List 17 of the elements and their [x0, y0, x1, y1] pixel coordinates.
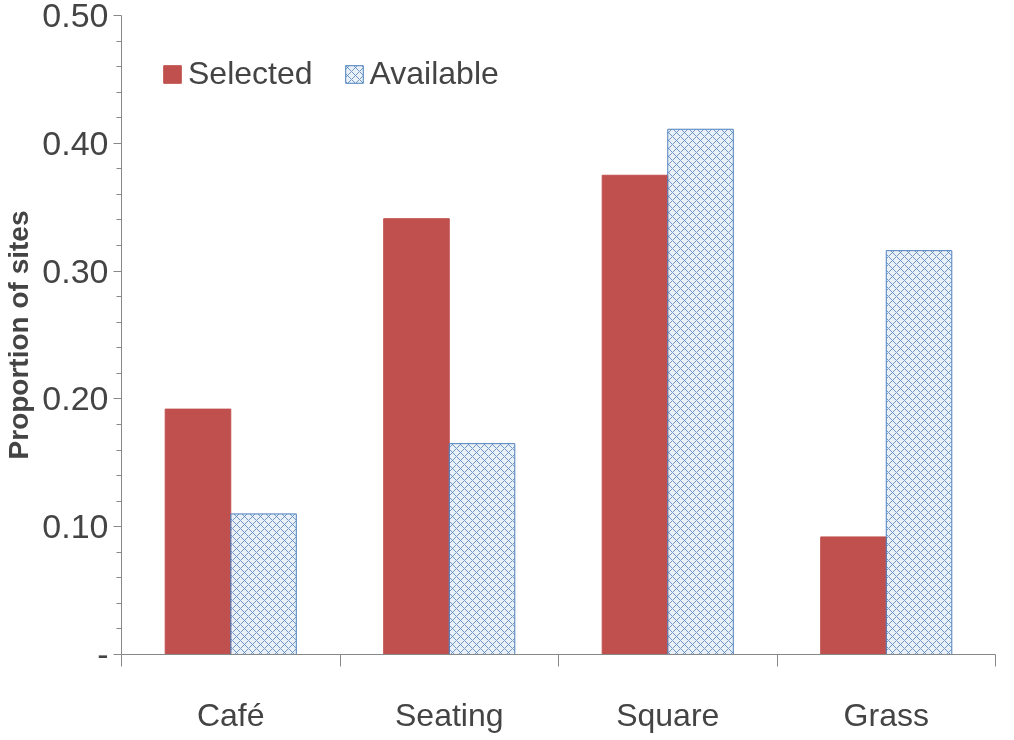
- y-axis-title: Proportion of sites: [3, 210, 35, 460]
- y-tick-label: 0.40: [42, 123, 109, 162]
- y-tick-label: 0.10: [42, 507, 109, 546]
- x-tick-label: Grass: [843, 696, 929, 733]
- y-tick-label: 0.50: [42, 0, 109, 34]
- legend-label: Selected: [188, 55, 313, 92]
- bar: [601, 174, 669, 655]
- bar: [383, 218, 450, 655]
- y-tick-label: -: [97, 635, 109, 673]
- legend-label: Available: [369, 55, 499, 92]
- bar: [164, 408, 232, 655]
- y-tick-label: 0.30: [42, 251, 109, 290]
- y-tick-label: 0.20: [42, 379, 109, 418]
- bar: [820, 536, 887, 655]
- x-tick-label: Seating: [394, 696, 504, 733]
- x-tick-label: Café: [196, 696, 265, 733]
- x-tick-label: Square: [616, 696, 720, 733]
